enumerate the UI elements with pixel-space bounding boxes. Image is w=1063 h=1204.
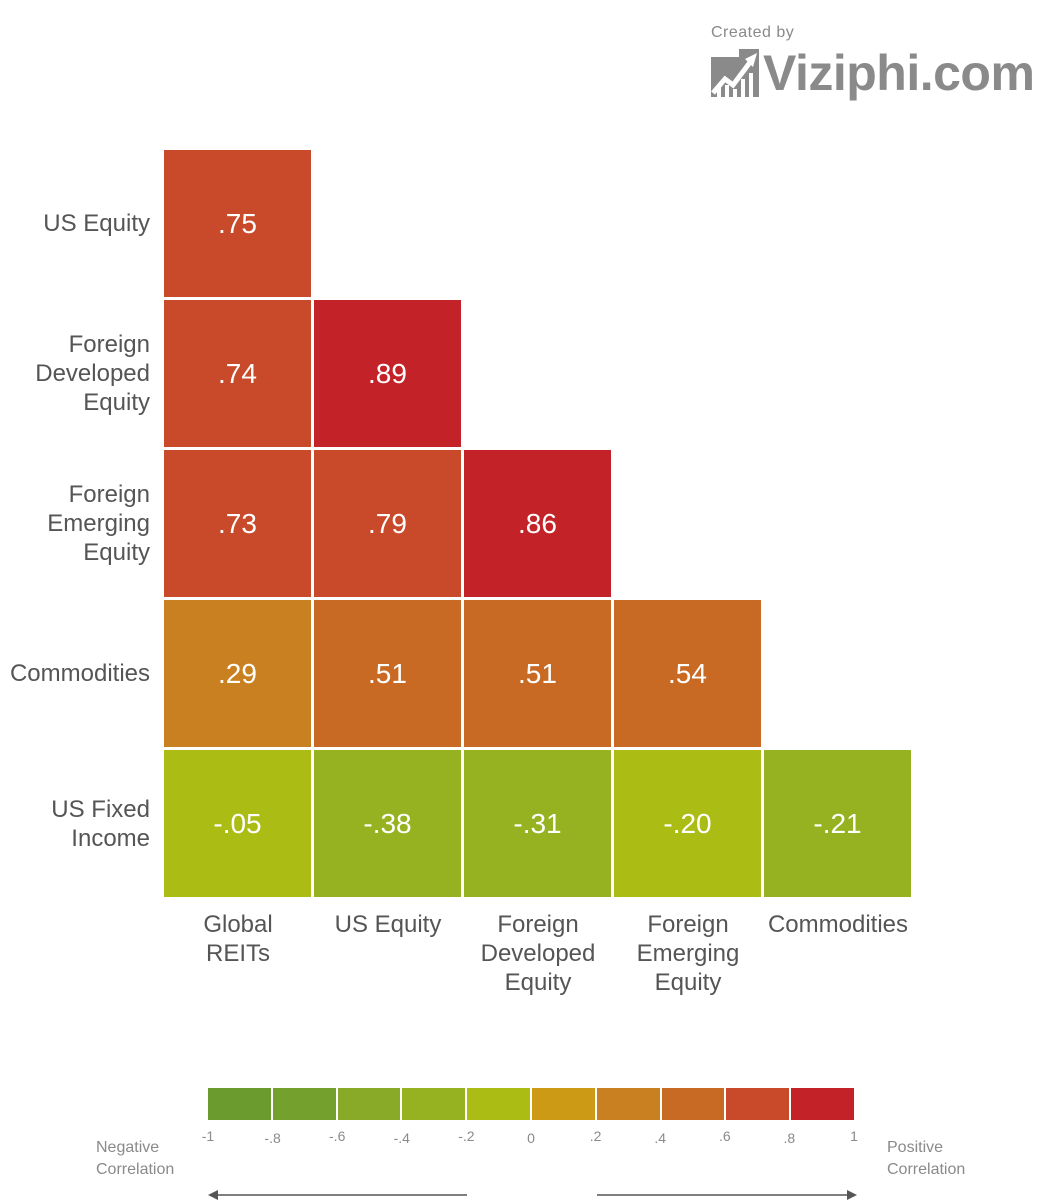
credit-label: Created by (711, 24, 795, 41)
heatmap-cell: .29 (164, 600, 311, 747)
row-label: Foreign Developed Equity (35, 331, 150, 416)
color-scale-segment (272, 1088, 338, 1120)
credit-brand: Viziphi.com (763, 45, 1035, 101)
credit-block: Created by Viziphi.com (711, 24, 1056, 98)
viziphi-logo-icon (711, 49, 759, 97)
color-scale-tick: -.2 (458, 1128, 475, 1144)
heatmap-cell: .89 (314, 300, 461, 447)
heatmap-cell: -.21 (764, 750, 911, 897)
color-scale-tick: -1 (201, 1128, 215, 1144)
correlation-heatmap: US Equity .75 Foreign Developed Equity .74.… (9, 150, 911, 996)
heatmap-cell: .79 (314, 450, 461, 597)
heatmap-cell: -.20 (614, 750, 761, 897)
column-label: Foreign Developed Equity (480, 911, 596, 996)
color-scale-segment (726, 1088, 792, 1120)
color-scale-segment (208, 1088, 273, 1120)
scale-arrows (208, 1190, 857, 1200)
color-scale-segment (596, 1088, 662, 1120)
color-scale-tick: 0 (527, 1130, 535, 1146)
color-scale-tick: .2 (589, 1128, 602, 1144)
heatmap-cell: .75 (164, 150, 311, 297)
color-scale-segment (531, 1088, 597, 1120)
heatmap-cell: .73 (164, 450, 311, 597)
color-scale-tick: -.6 (329, 1128, 346, 1144)
heatmap-cell: .86 (464, 450, 611, 597)
right-arrow-icon (597, 1190, 857, 1200)
color-scale-tick: .6 (718, 1128, 731, 1144)
column-label: Global REITs (203, 911, 273, 967)
color-scale-bar (208, 1088, 854, 1120)
color-scale-tick: .8 (783, 1130, 796, 1146)
heatmap-cell: -.38 (314, 750, 461, 897)
color-scale-segment (467, 1088, 532, 1120)
heatmap-cell: .51 (314, 600, 461, 747)
color-scale-tick: 1 (850, 1128, 858, 1144)
color-scale-tick: .4 (654, 1130, 667, 1146)
heatmap-cell: .74 (164, 300, 311, 447)
heatmap-cell: -.05 (164, 750, 311, 897)
negative-correlation-label: Negative Correlation (96, 1139, 175, 1178)
row-label: US Fixed Income (51, 795, 150, 852)
heatmap-cell: .54 (614, 600, 761, 747)
row-label: US Equity (43, 210, 150, 237)
heatmap-cell: -.31 (464, 750, 611, 897)
color-scale-segment (661, 1088, 727, 1120)
left-arrow-icon (208, 1190, 467, 1200)
color-scale-segment (791, 1088, 854, 1120)
heatmap-cell: .51 (464, 600, 611, 747)
column-label: Commodities (767, 911, 909, 938)
positive-correlation-label: Positive Correlation (887, 1139, 966, 1178)
row-label: Commodities (9, 660, 150, 687)
column-label: US Equity (334, 911, 442, 938)
color-scale-segment (402, 1088, 468, 1120)
color-scale-segment (337, 1088, 403, 1120)
color-scale-tick: -.4 (393, 1130, 410, 1146)
row-label: Foreign Emerging Equity (47, 481, 150, 566)
color-scale-tick: -.8 (264, 1130, 281, 1146)
column-label: Foreign Emerging Equity (636, 911, 740, 996)
